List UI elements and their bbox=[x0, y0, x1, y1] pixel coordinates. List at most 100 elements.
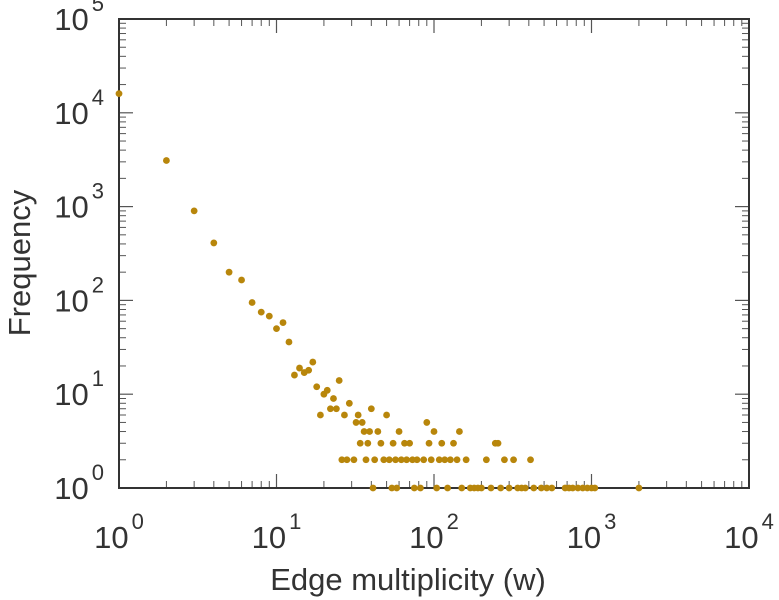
scatter-point bbox=[456, 428, 463, 435]
x-tick-label: 10 4 bbox=[724, 509, 774, 555]
scatter-point bbox=[352, 419, 360, 426]
scatter-point bbox=[360, 428, 368, 435]
y-tick-label: 10 5 bbox=[54, 0, 104, 37]
scatter-point bbox=[338, 456, 346, 464]
scatter-point bbox=[574, 484, 582, 492]
scatter-point bbox=[385, 456, 393, 464]
scatter-point bbox=[458, 484, 466, 492]
scatter-point bbox=[591, 484, 599, 492]
scatter-point bbox=[327, 405, 334, 413]
x-axis-title: Edge multiplicity (w) bbox=[270, 562, 546, 597]
y-tick-label: 10 4 bbox=[54, 85, 104, 131]
scatter-point bbox=[317, 411, 324, 419]
scatter-point bbox=[257, 308, 265, 316]
scatter-point bbox=[285, 338, 293, 346]
scatter-point bbox=[444, 484, 452, 492]
scatter-point bbox=[356, 439, 364, 447]
x-tick-labels: 10 0 10 1 10 2 10 3 10 4 bbox=[94, 509, 774, 555]
scatter-point bbox=[482, 456, 490, 464]
scatter-point bbox=[438, 439, 446, 447]
scatter-point bbox=[341, 411, 348, 419]
scatter-point bbox=[435, 456, 443, 464]
scatter-point bbox=[309, 358, 317, 366]
scatter-point bbox=[332, 405, 340, 413]
scatter-point bbox=[497, 484, 505, 492]
scatter-point bbox=[377, 439, 385, 447]
y-tick-label: 10 1 bbox=[54, 366, 104, 412]
data-points bbox=[115, 90, 643, 492]
scatter-point bbox=[366, 428, 373, 435]
scatter-point bbox=[427, 456, 435, 464]
scatter-point bbox=[115, 90, 123, 98]
scatter-point bbox=[388, 484, 396, 492]
scatter-point bbox=[417, 484, 424, 492]
scatter-point bbox=[362, 456, 370, 464]
scatter-point bbox=[248, 299, 256, 306]
scatter-point bbox=[323, 386, 331, 394]
scatter-point bbox=[410, 484, 418, 492]
y-tick-label: 10 3 bbox=[54, 179, 104, 225]
scatter-point bbox=[635, 484, 643, 492]
scatter-point bbox=[335, 377, 343, 384]
scatter-point bbox=[420, 456, 428, 464]
scatter-point bbox=[393, 484, 401, 492]
scatter-point bbox=[305, 366, 313, 374]
y-axis-title: Frequency bbox=[2, 189, 37, 336]
scatter-point bbox=[505, 484, 513, 492]
scatter-point bbox=[380, 456, 388, 464]
y-tick-label: 10 2 bbox=[54, 272, 104, 318]
scatter-point bbox=[265, 312, 273, 320]
scatter-point bbox=[313, 383, 321, 391]
scatter-point bbox=[389, 439, 397, 447]
scatter-point bbox=[423, 419, 431, 426]
y-tick-label: 10 0 bbox=[54, 460, 104, 506]
scatter-point bbox=[383, 411, 390, 419]
scatter-point bbox=[530, 484, 538, 492]
scatter-point bbox=[548, 484, 556, 492]
scatter-point bbox=[446, 456, 454, 464]
scatter-point bbox=[450, 439, 457, 447]
scatter-point bbox=[425, 439, 433, 447]
scatter-point bbox=[392, 456, 399, 464]
scatter-point bbox=[364, 439, 372, 447]
x-tick-label: 10 3 bbox=[567, 509, 617, 555]
scatter-point bbox=[510, 456, 517, 464]
scatter-point bbox=[163, 157, 170, 164]
scatter-point bbox=[238, 276, 245, 284]
scatter-point bbox=[430, 428, 438, 435]
scatter-point bbox=[350, 456, 358, 464]
scatter-point bbox=[401, 439, 408, 447]
scatter-point bbox=[537, 484, 545, 492]
scatter-point bbox=[190, 207, 198, 215]
scatter-point bbox=[527, 456, 534, 464]
scatter-point bbox=[521, 484, 529, 492]
x-tick-label: 10 0 bbox=[94, 509, 144, 555]
scatter-point bbox=[358, 419, 366, 426]
scatter-point bbox=[397, 456, 405, 464]
scatter-point bbox=[291, 371, 298, 379]
scatter-point bbox=[369, 484, 377, 492]
scatter-point bbox=[433, 484, 441, 492]
scatter-point bbox=[343, 456, 351, 464]
scatter-point bbox=[279, 319, 287, 326]
scatter-point bbox=[273, 325, 280, 333]
scatter-point bbox=[296, 364, 303, 372]
scatter-point bbox=[371, 456, 379, 464]
scatter-point bbox=[569, 484, 577, 492]
scatter-point bbox=[406, 439, 414, 447]
scatter-point bbox=[494, 439, 502, 447]
scatter-point bbox=[487, 484, 495, 492]
x-tick-label: 10 2 bbox=[409, 509, 459, 555]
scatter-point bbox=[543, 484, 551, 492]
scatter-point bbox=[345, 399, 353, 407]
scatter-point bbox=[403, 456, 411, 464]
scatter-point bbox=[478, 484, 485, 492]
scatter-point bbox=[374, 428, 382, 435]
scatter-point bbox=[330, 395, 337, 402]
plot-frame bbox=[118, 18, 750, 489]
scatter-point bbox=[367, 405, 375, 413]
scatter-point bbox=[501, 456, 508, 464]
scatter-point bbox=[413, 456, 421, 464]
